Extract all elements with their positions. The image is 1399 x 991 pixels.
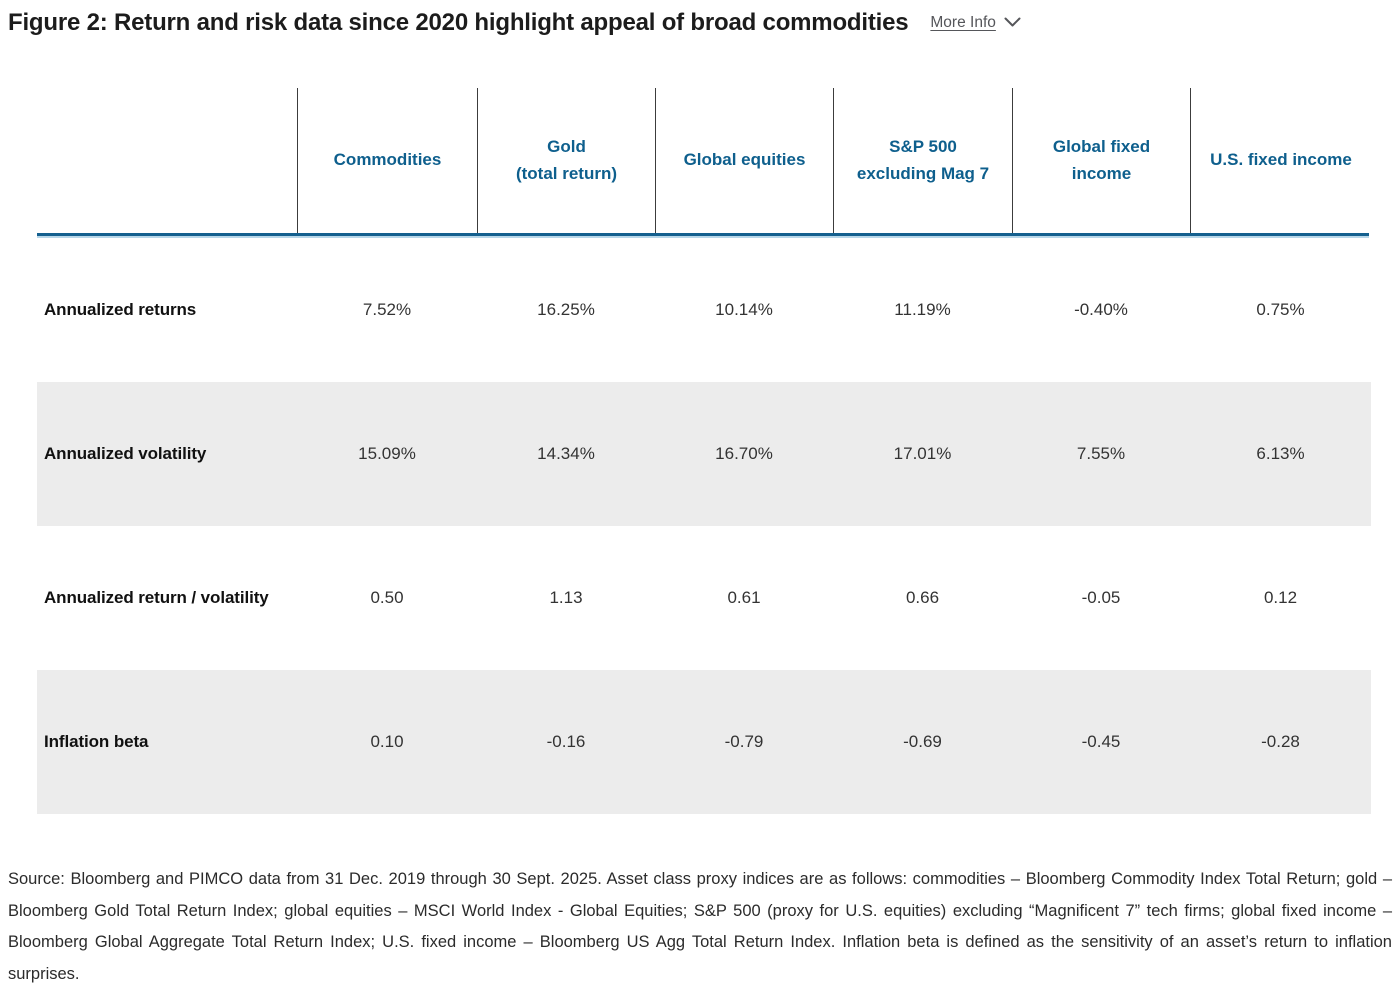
table-cell: 10.14%: [715, 300, 773, 319]
table-cell: -0.05: [1081, 588, 1121, 607]
table-cell: 6.13%: [1256, 444, 1305, 463]
row-label-annualized-returns: Annualized returns: [44, 300, 197, 319]
table-row-annualized-volatility: Annualized volatility 15.09% 14.34% 16.7…: [0, 382, 1371, 526]
column-header-global-fixed-income: Global fixed income: [1012, 88, 1190, 233]
column-header-sp500-excluding-mag7: S&P 500 excluding Mag 7: [833, 88, 1012, 233]
column-header-global-equities: Global equities: [655, 88, 833, 233]
table-cell: 7.52%: [362, 300, 412, 319]
table-cell: 11.19%: [894, 300, 951, 319]
table-row-annualized-returns: Annualized returns 7.52% 16.25% 10.14% 1…: [0, 238, 1371, 382]
column-header-commodities: Commodities: [297, 88, 477, 233]
table-cell: 0.75%: [1256, 300, 1305, 319]
column-header-gold-total-return: Gold (total return): [477, 88, 655, 233]
figure-title: Figure 2: Return and risk data since 202…: [8, 9, 909, 36]
table-cell: 14.34%: [537, 444, 595, 463]
more-info-label: More Info: [930, 14, 996, 31]
table-cell: 16.25%: [537, 300, 595, 319]
table-cell: -0.28: [1261, 732, 1300, 751]
table-cell: 0.66: [905, 588, 940, 607]
table-cell: 0.10: [370, 732, 404, 751]
table-row-annualized-return-volatility: Annualized return / volatility 0.50 1.13…: [0, 526, 1371, 670]
table-row-inflation-beta: Inflation beta 0.10 -0.16 -0.79 -0.69 -0…: [0, 670, 1371, 814]
source-footnote: Source: Bloomberg and PIMCO data from 31…: [8, 870, 1392, 983]
table-cell: 0.61: [727, 588, 761, 607]
table-cell: -0.45: [1081, 732, 1121, 751]
row-label-annualized-return-volatility: Annualized return / volatility: [44, 588, 269, 607]
column-header-us-fixed-income: U.S. fixed income: [1190, 88, 1371, 233]
table-header-row: Commodities Gold (total return) Global e…: [0, 88, 1371, 233]
more-info-link[interactable]: More Info: [930, 13, 1021, 33]
column-header-stub: [0, 88, 297, 233]
table-cell: 15.09%: [358, 444, 416, 463]
row-label-inflation-beta: Inflation beta: [44, 732, 149, 751]
table-cell: -0.79: [724, 732, 764, 751]
table-cell: 7.55%: [1076, 444, 1126, 463]
chevron-down-icon: [1004, 15, 1021, 33]
table-cell: 1.13: [549, 588, 583, 607]
table-cell: 0.50: [370, 588, 404, 607]
table-cell: -0.69: [903, 732, 942, 751]
table-cell: 17.01%: [893, 444, 952, 463]
header-divider-rule: [37, 233, 1369, 238]
table-cell: -0.40%: [1074, 300, 1128, 319]
figure-title-bar: Figure 2: Return and risk data since 202…: [0, 0, 1399, 40]
table-cell: -0.16: [546, 732, 586, 751]
table-cell: 16.70%: [715, 444, 773, 463]
table-cell: 0.12: [1263, 588, 1298, 607]
row-label-annualized-volatility: Annualized volatility: [44, 444, 207, 463]
